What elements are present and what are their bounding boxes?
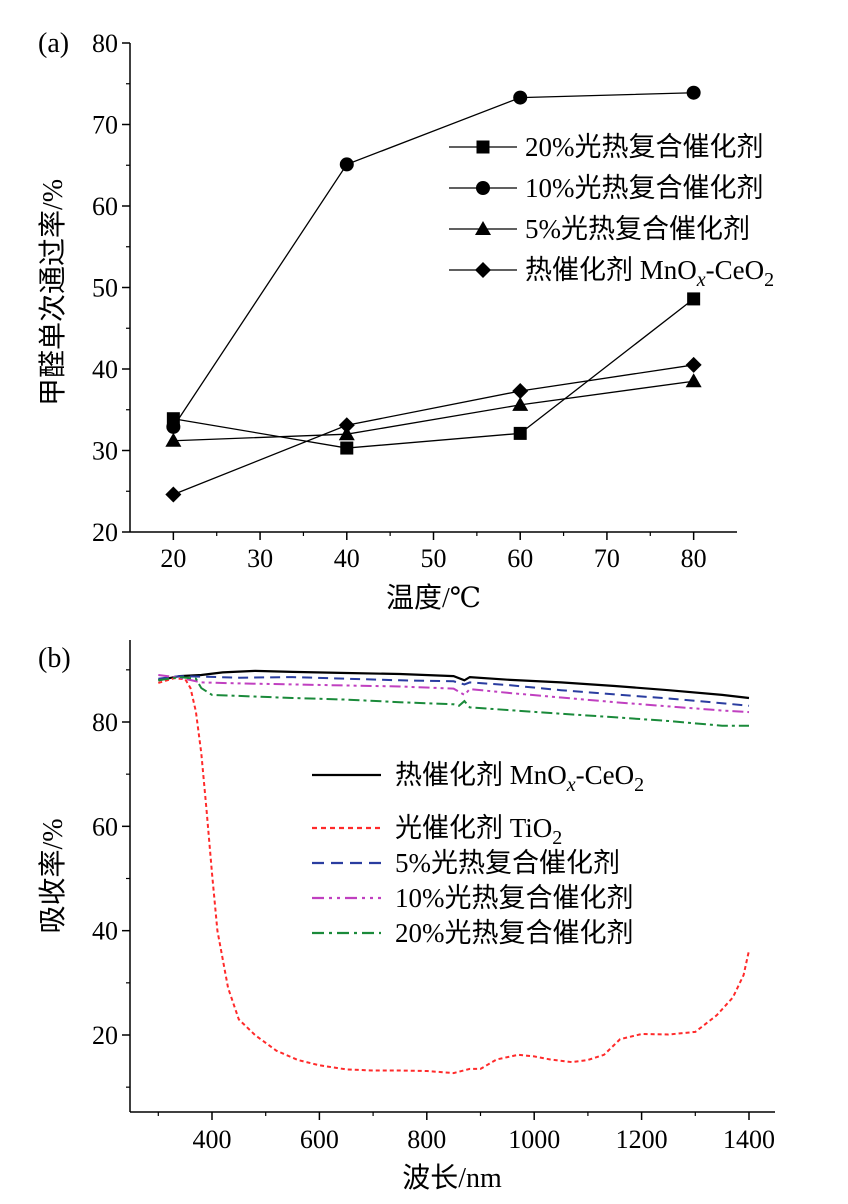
x-tick-label: 30 <box>247 544 273 573</box>
legend-label-part: 2 <box>634 774 644 796</box>
y-tick-label: 20 <box>92 1021 118 1050</box>
data-point <box>686 85 701 100</box>
legend-label-part: x <box>696 269 706 291</box>
series-line <box>173 380 694 442</box>
chart-panel-b: 400 600 800 1000 1200 1400 20 40 60 80 (b) 波长/nm 吸收率… <box>37 640 775 1194</box>
legend-label: 20%光热复合催化剂 <box>395 918 634 948</box>
y-tick-label: 50 <box>92 274 118 303</box>
series-line <box>158 669 750 700</box>
x-tick-label: 80 <box>681 544 707 573</box>
data-point <box>513 90 528 105</box>
legend-label-part: 5%光热复合催化剂 <box>395 848 620 878</box>
y-tick-label: 40 <box>92 355 118 384</box>
y-tick-label: 80 <box>92 29 118 58</box>
legend-label-part: 10%光热复合催化剂 <box>395 883 634 913</box>
legend-label-part: 热催化剂 MnO <box>525 255 697 285</box>
y-tick-label: 70 <box>92 111 118 140</box>
legend-label: 20%光热复合催化剂 <box>525 132 764 162</box>
panel-label: (b) <box>38 643 71 674</box>
x-tick-label: 800 <box>407 1125 446 1154</box>
legend-label-part: 20%光热复合催化剂 <box>525 132 764 162</box>
series-line <box>158 674 750 714</box>
y-tick-label: 30 <box>92 437 118 466</box>
y-tick-label: 60 <box>92 812 118 841</box>
x-tick-label: 600 <box>300 1125 339 1154</box>
x-tick-label: 400 <box>193 1125 232 1154</box>
legend-marker <box>476 181 490 195</box>
legend-label: 5%光热复合催化剂 <box>395 848 620 878</box>
series-line <box>172 92 694 428</box>
y-tick-label: 40 <box>92 917 118 946</box>
legend-label-part: 20%光热复合催化剂 <box>395 918 634 948</box>
x-axis-label: 波长/nm <box>402 1162 502 1194</box>
y-axis-label: 甲醛单次通过率/% <box>37 179 69 406</box>
legend-label-part: x <box>566 774 576 796</box>
legend-label-part: 10%光热复合催化剂 <box>525 173 764 203</box>
x-tick-label: 50 <box>421 544 447 573</box>
series-line <box>158 677 750 1075</box>
x-tick-label: 20 <box>160 544 186 573</box>
series-line <box>158 675 750 707</box>
x-tick-label: 1000 <box>508 1125 560 1154</box>
data-point <box>165 432 182 447</box>
legend-label-part: 5%光热复合催化剂 <box>525 214 750 244</box>
legend-label-part: -CeO <box>576 760 634 790</box>
data-point <box>166 419 181 434</box>
x-tick-label: 70 <box>594 544 620 573</box>
data-point <box>340 441 354 455</box>
legend-label: 10%光热复合催化剂 <box>395 883 634 913</box>
legend-label: 光催化剂 TiO2 <box>395 813 562 849</box>
legend-marker <box>475 221 491 235</box>
data-point <box>165 486 182 503</box>
data-point <box>512 396 529 411</box>
legend-label-part: 2 <box>764 269 774 291</box>
legend-label-part: 2 <box>552 827 562 849</box>
legend-label: 热催化剂 MnOx-CeO2 <box>525 255 774 291</box>
panel-label: (a) <box>38 28 69 59</box>
chart-panel-a: 20 30 40 50 60 70 80 20 30 40 50 60 70 80 (a) 温度/℃ 甲醛单次通… <box>37 28 774 614</box>
legend-marker <box>475 262 491 278</box>
x-axis-label: 温度/℃ <box>386 582 481 614</box>
legend-label: 5%光热复合催化剂 <box>525 214 750 244</box>
legend-label-part: -CeO <box>706 255 764 285</box>
y-tick-label: 80 <box>92 708 118 737</box>
legend-label-part: 光催化剂 TiO <box>395 813 552 843</box>
y-tick-label: 60 <box>92 192 118 221</box>
x-tick-label: 1400 <box>723 1125 775 1154</box>
legend-label: 10%光热复合催化剂 <box>525 173 764 203</box>
data-point <box>512 383 529 400</box>
legend-label-part: 热催化剂 MnO <box>395 760 567 790</box>
y-axis-label: 吸收率/% <box>37 818 69 933</box>
data-point <box>338 417 355 434</box>
legend-marker <box>476 140 490 154</box>
data-point <box>687 292 701 306</box>
series-line <box>173 364 694 496</box>
x-tick-label: 40 <box>334 544 360 573</box>
data-point <box>339 157 354 172</box>
x-tick-label: 60 <box>507 544 533 573</box>
legend-label: 热催化剂 MnOx-CeO2 <box>395 760 644 796</box>
series-line <box>158 676 749 727</box>
x-tick-label: 1200 <box>616 1125 668 1154</box>
series-line <box>173 298 695 449</box>
y-tick-label: 20 <box>92 518 118 547</box>
data-point <box>685 356 702 373</box>
data-point <box>685 373 702 388</box>
data-point <box>513 426 527 440</box>
